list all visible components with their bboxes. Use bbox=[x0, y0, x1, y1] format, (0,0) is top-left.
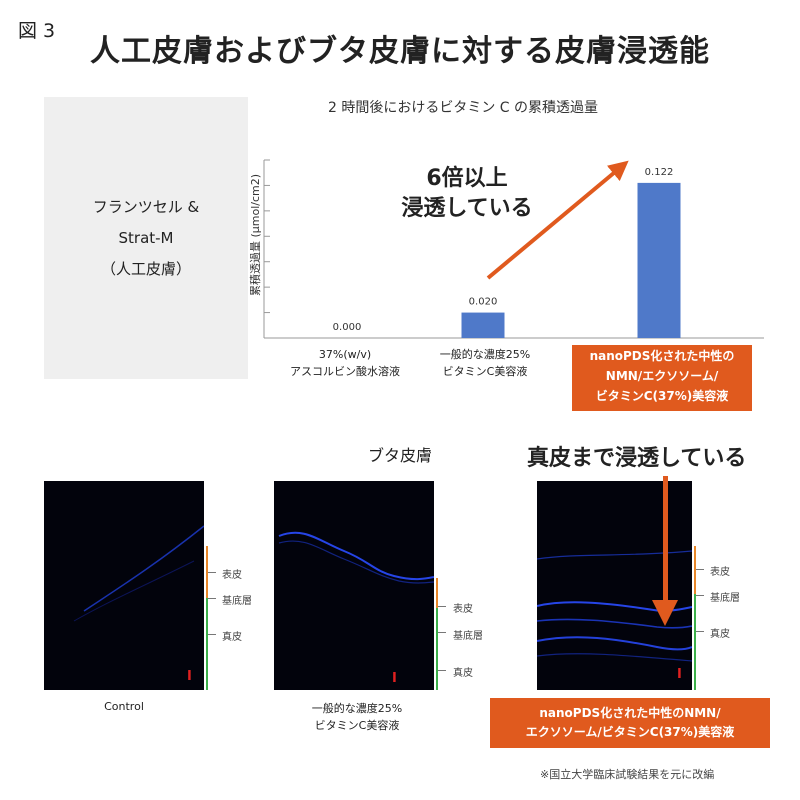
increase-annotation: 6倍以上 浸透している bbox=[392, 164, 542, 224]
layer-tick bbox=[696, 595, 704, 596]
increase-arrow bbox=[486, 160, 629, 280]
annotation-line: 6倍以上 bbox=[426, 166, 508, 191]
layer-tick bbox=[696, 631, 704, 632]
layer-tick bbox=[208, 634, 216, 635]
category-label-line: nanoPDS化された中性の bbox=[589, 349, 735, 363]
layer-label-basal: 基底層 bbox=[222, 596, 252, 607]
bar-chart: 累積透過量 (μmol/cm2) 0.000 0.020 0.122 bbox=[248, 159, 764, 339]
figure-label: 図 3 bbox=[18, 20, 56, 42]
model-label: フランツセル & Strat-M （人工皮膚） bbox=[44, 192, 248, 285]
category-label: 37%(w/v) アスコルビン酸水溶液 bbox=[270, 346, 420, 380]
layer-label-epidermis: 表皮 bbox=[710, 567, 730, 578]
model-label-line: Strat-M bbox=[118, 229, 174, 247]
category-label-line: 37%(w/v) bbox=[318, 348, 372, 361]
bar-value-label: 0.122 bbox=[645, 167, 674, 178]
category-label-highlight: nanoPDS化された中性の NMN/エクソソーム/ ビタミンC(37%)美容液 bbox=[572, 345, 752, 411]
caption-line: ビタミンC美容液 bbox=[314, 719, 400, 732]
layer-tick bbox=[438, 670, 446, 671]
category-label-line: アスコルビン酸水溶液 bbox=[290, 365, 400, 378]
layer-tick bbox=[696, 569, 704, 570]
epidermis-bracket bbox=[436, 578, 438, 608]
layer-label-dermis: 真皮 bbox=[710, 629, 730, 640]
bar bbox=[461, 312, 505, 338]
nanopds-caption: nanoPDS化された中性のNMN/ エクソソーム/ビタミンC(37%)美容液 bbox=[490, 698, 770, 748]
scale-bar: I bbox=[677, 667, 682, 682]
dermis-bracket bbox=[206, 598, 208, 690]
bar-value-label: 0.000 bbox=[333, 322, 362, 333]
category-label: 一般的な濃度25% ビタミンC美容液 bbox=[410, 346, 560, 380]
scale-bar: I bbox=[392, 671, 397, 686]
bar bbox=[637, 182, 681, 338]
category-label-line: NMN/エクソソーム/ bbox=[605, 369, 719, 383]
layer-label-dermis: 真皮 bbox=[222, 632, 242, 643]
caption-line: エクソソーム/ビタミンC(37%)美容液 bbox=[525, 725, 735, 739]
value-labels: 0.000 0.020 0.122 bbox=[333, 167, 674, 333]
pig-skin-title: ブタ皮膚 bbox=[368, 446, 433, 465]
micrograph-nanopds: I bbox=[536, 481, 693, 690]
epidermis-bracket bbox=[206, 546, 208, 598]
dermis-bracket bbox=[436, 608, 438, 690]
annotation-line: 浸透している bbox=[401, 196, 533, 221]
bars bbox=[461, 182, 681, 338]
category-label-line: 一般的な濃度25% bbox=[439, 348, 531, 361]
penetration-arrow-shaft bbox=[663, 476, 668, 606]
caption-line: 一般的な濃度25% bbox=[311, 702, 403, 715]
layer-label-basal: 基底層 bbox=[453, 631, 483, 642]
layer-label-epidermis: 表皮 bbox=[453, 604, 473, 615]
layer-tick bbox=[208, 598, 216, 599]
layer-tick bbox=[438, 632, 446, 633]
bar-value-label: 0.020 bbox=[469, 297, 498, 308]
micrograph-image bbox=[278, 531, 435, 584]
layer-tick bbox=[438, 606, 446, 607]
micrograph-25-percent: I bbox=[274, 481, 435, 690]
chart-title: 2 時間後におけるビタミン C の累積透過量 bbox=[327, 100, 599, 116]
penetration-arrow-head bbox=[652, 600, 678, 626]
micrograph-control: I bbox=[44, 481, 205, 690]
micrograph-image bbox=[536, 550, 693, 662]
y-axis-label: 累積透過量 (μmol/cm2) bbox=[248, 174, 262, 296]
micrograph-image bbox=[73, 525, 205, 622]
caption-25-percent: 一般的な濃度25% ビタミンC美容液 bbox=[272, 700, 442, 734]
dermis-note: 真皮まで浸透している bbox=[527, 446, 747, 471]
model-label-line: フランツセル & bbox=[92, 198, 200, 216]
category-label-line: ビタミンC(37%)美容液 bbox=[595, 389, 729, 403]
layer-label-basal: 基底層 bbox=[710, 593, 740, 604]
category-label-line: ビタミンC美容液 bbox=[442, 365, 528, 378]
caption-control: Control bbox=[104, 700, 144, 713]
footnote: ※国立大学臨床試験結果を元に改編 bbox=[540, 768, 715, 781]
epidermis-bracket bbox=[694, 546, 696, 594]
page-title: 人工皮膚およびブタ皮膚に対する皮膚浸透能 bbox=[90, 34, 710, 69]
dermis-bracket bbox=[694, 594, 696, 690]
model-label-line: （人工皮膚） bbox=[100, 260, 191, 278]
layer-tick bbox=[208, 572, 216, 573]
model-panel bbox=[44, 97, 248, 379]
layer-label-dermis: 真皮 bbox=[453, 668, 473, 679]
caption-line: nanoPDS化された中性のNMN/ bbox=[539, 706, 721, 720]
layer-label-epidermis: 表皮 bbox=[222, 570, 242, 581]
scale-bar: I bbox=[187, 669, 192, 684]
axes bbox=[263, 159, 764, 339]
